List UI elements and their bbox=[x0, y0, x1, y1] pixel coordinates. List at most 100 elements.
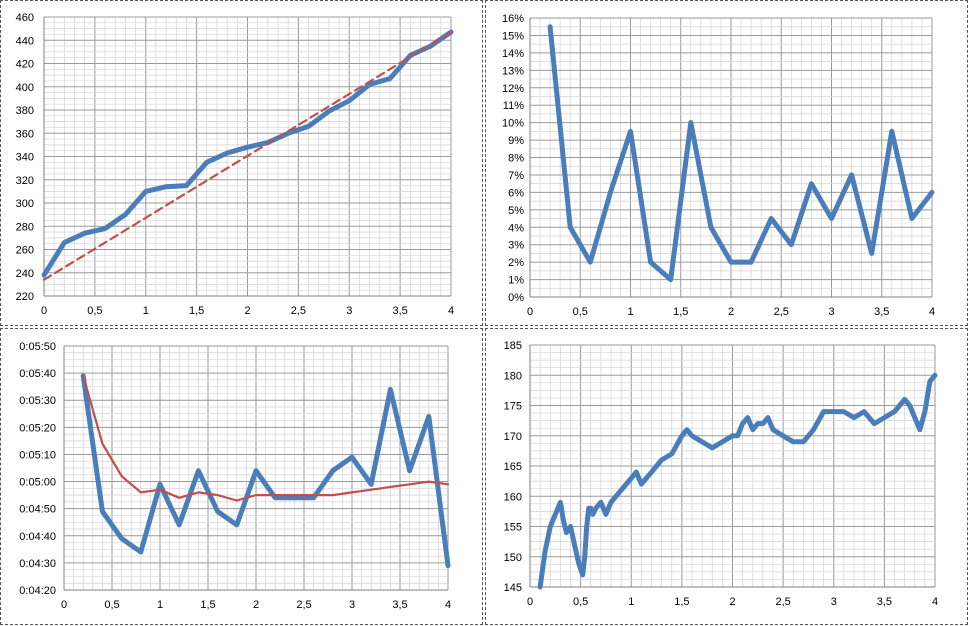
x-tick-label: 1,5 bbox=[674, 596, 689, 608]
x-tick-label: 1,5 bbox=[189, 305, 204, 317]
series-line-0 bbox=[41, 29, 454, 278]
x-tick-label: 3 bbox=[831, 596, 837, 608]
cumulative-time-chart: 2202402602803003203403603804004204404600… bbox=[16, 12, 454, 317]
x-tick-label: 1,5 bbox=[673, 306, 688, 318]
y-tick-label: 400 bbox=[16, 82, 34, 94]
grid bbox=[43, 16, 452, 297]
x-tick-label: 4 bbox=[448, 305, 454, 317]
y-tick-label: 420 bbox=[16, 59, 34, 71]
y-tick-label: 155 bbox=[504, 522, 522, 534]
x-tick-label: 3 bbox=[346, 305, 352, 317]
x-tick-label: 4 bbox=[445, 599, 451, 611]
y-tick-label: 0:05:00 bbox=[19, 477, 56, 489]
y-tick-label: 12% bbox=[502, 83, 524, 95]
y-tick-label: 0:05:10 bbox=[19, 449, 56, 461]
y-tick-label: 14% bbox=[502, 48, 524, 60]
x-tick-label: 0 bbox=[61, 599, 67, 611]
y-tick-label: 9% bbox=[508, 135, 524, 147]
x-tick-label: 4 bbox=[929, 306, 935, 318]
x-tick-label: 2,5 bbox=[296, 599, 311, 611]
x-tick-label: 0 bbox=[527, 596, 533, 608]
y-tick-label: 280 bbox=[16, 221, 34, 233]
y-tick-label: 380 bbox=[16, 105, 34, 117]
series-line-1 bbox=[42, 31, 453, 281]
x-tick-label: 2 bbox=[253, 599, 259, 611]
x-tick-label: 0 bbox=[41, 305, 47, 317]
x-tick-label: 1 bbox=[628, 596, 634, 608]
x-tick-label: 3,5 bbox=[392, 599, 407, 611]
percentage-chart-panel: 0% 1% 2% 3% 4% 5% 6% 7% 8% 9% 10% 11% 12% 13% 14% 15% 16… bbox=[485, 0, 968, 326]
y-tick-label: 7% bbox=[508, 170, 524, 182]
y-tick-label: 2% bbox=[508, 257, 524, 269]
y-tick-label: 5% bbox=[508, 205, 524, 217]
x-tick-label: 4 bbox=[932, 596, 938, 608]
y-tick-label: 165 bbox=[504, 461, 522, 473]
x-tick-label: 0,5 bbox=[104, 599, 119, 611]
y-tick-label: 170 bbox=[504, 431, 522, 443]
y-tick-label: 300 bbox=[16, 198, 34, 210]
y-tick-label: 175 bbox=[504, 401, 522, 413]
percentage-chart: 0% 1% 2% 3% 4% 5% 6% 7% 8% 9% 10% 11% 12% 13% 14% 15% 16… bbox=[502, 13, 935, 318]
grid bbox=[529, 344, 936, 588]
y-tick-label: 0:05:30 bbox=[19, 395, 56, 407]
y-tick-label: 240 bbox=[16, 268, 34, 280]
y-tick-label: 1% bbox=[508, 275, 524, 287]
x-tick-label: 0,5 bbox=[573, 596, 588, 608]
y-tick-label: 13% bbox=[502, 65, 524, 77]
x-tick-label: 1 bbox=[143, 305, 149, 317]
y-tick-label: 8% bbox=[508, 153, 524, 165]
series-line-0 bbox=[80, 373, 451, 569]
x-tick-label: 3,5 bbox=[874, 306, 889, 318]
y-tick-label: 4% bbox=[508, 222, 524, 234]
x-tick-label: 2,5 bbox=[774, 306, 789, 318]
y-tick-label: 460 bbox=[16, 12, 34, 24]
y-tick-label: 150 bbox=[504, 552, 522, 564]
y-tick-label: 0:04:40 bbox=[19, 531, 56, 543]
y-tick-label: 0:04:30 bbox=[19, 558, 56, 570]
y-tick-label: 0:04:20 bbox=[19, 585, 56, 597]
pace-time-chart: 0:04:20 0:04:30 0:04:40 0:04:50 0:05:00 0:05:… bbox=[19, 341, 451, 611]
heart-rate-chart-panel: 145 150 155 160 165 170 175 180 185 0 0,5 1 1,5 2 2,5 3… bbox=[485, 328, 968, 625]
series-line-1 bbox=[82, 374, 450, 502]
x-tick-label: 1 bbox=[157, 599, 163, 611]
x-tick-label: 1 bbox=[627, 306, 633, 318]
y-tick-label: 340 bbox=[16, 152, 34, 164]
y-tick-label: 0:05:50 bbox=[19, 341, 56, 353]
x-tick-label: 3 bbox=[828, 306, 834, 318]
y-tick-label: 0% bbox=[508, 292, 524, 304]
y-tick-label: 10% bbox=[502, 118, 524, 130]
series-line-0 bbox=[537, 372, 938, 590]
x-tick-label: 2 bbox=[728, 306, 734, 318]
y-tick-label: 260 bbox=[16, 245, 34, 257]
x-tick-label: 0,5 bbox=[87, 305, 102, 317]
y-tick-label: 0:05:40 bbox=[19, 368, 56, 380]
y-tick-label: 440 bbox=[16, 35, 34, 47]
y-tick-label: 16% bbox=[502, 13, 524, 25]
y-tick-label: 11% bbox=[503, 100, 524, 112]
x-tick-label: 2,5 bbox=[775, 596, 790, 608]
x-tick-label: 1,5 bbox=[200, 599, 215, 611]
grid bbox=[63, 345, 449, 591]
y-tick-label: 185 bbox=[504, 340, 522, 352]
y-tick-label: 6% bbox=[508, 187, 524, 199]
y-tick-label: 320 bbox=[16, 175, 34, 187]
x-tick-label: 3 bbox=[349, 599, 355, 611]
x-tick-label: 2,5 bbox=[291, 305, 306, 317]
x-tick-label: 3,5 bbox=[392, 305, 407, 317]
y-tick-label: 160 bbox=[504, 491, 522, 503]
y-tick-label: 220 bbox=[16, 291, 34, 303]
x-tick-label: 0,5 bbox=[573, 306, 588, 318]
x-tick-label: 2 bbox=[244, 305, 250, 317]
x-tick-label: 2 bbox=[729, 596, 735, 608]
y-tick-label: 0:04:50 bbox=[19, 504, 56, 516]
y-tick-label: 360 bbox=[16, 128, 34, 140]
y-tick-label: 0:05:20 bbox=[19, 422, 56, 434]
y-tick-label: 15% bbox=[502, 30, 524, 42]
x-tick-label: 0 bbox=[527, 306, 533, 318]
y-tick-label: 3% bbox=[508, 240, 524, 252]
y-tick-label: 145 bbox=[504, 582, 522, 594]
series-line-0 bbox=[547, 24, 935, 283]
heart-rate-chart: 145 150 155 160 165 170 175 180 185 0 0,5 1 1,5 2 2,5 3… bbox=[504, 340, 938, 608]
cumulative-time-chart-panel: 220 240 260 280 300 320 340 360 380 400 420 440 460 0… bbox=[0, 0, 483, 326]
y-tick-label: 180 bbox=[504, 370, 522, 382]
